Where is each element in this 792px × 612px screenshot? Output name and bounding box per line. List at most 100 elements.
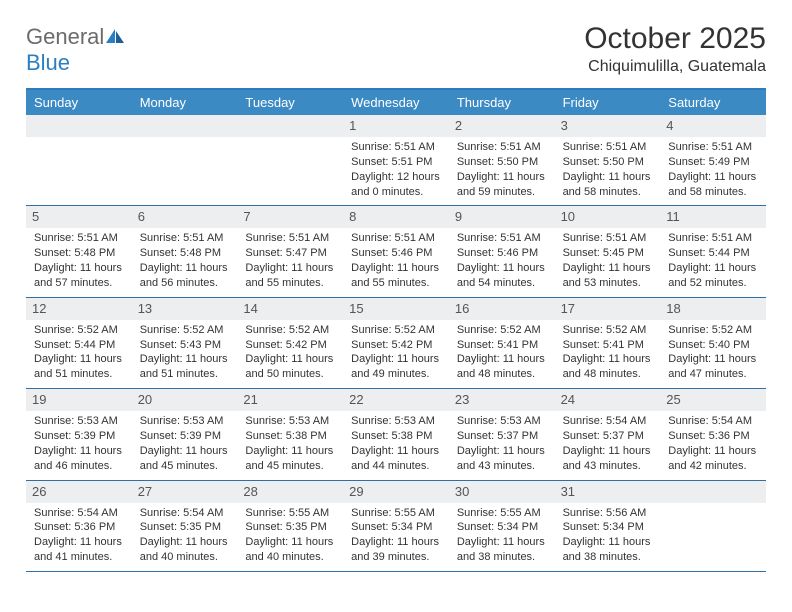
- daynum-row: 18: [660, 298, 766, 320]
- daynum-row: 5: [26, 206, 132, 228]
- daynum-row: 27: [132, 481, 238, 503]
- day-number: 22: [349, 392, 363, 407]
- day-cell: 29Sunrise: 5:55 AMSunset: 5:34 PMDayligh…: [343, 481, 449, 571]
- day-cell: 5Sunrise: 5:51 AMSunset: 5:48 PMDaylight…: [26, 206, 132, 296]
- day-number: 2: [455, 118, 462, 133]
- header: GeneralBlue October 2025 Chiquimulilla, …: [26, 22, 766, 76]
- daynum-row: 12: [26, 298, 132, 320]
- day-cell: 18Sunrise: 5:52 AMSunset: 5:40 PMDayligh…: [660, 298, 766, 388]
- day-number: 21: [243, 392, 257, 407]
- day-details: Sunrise: 5:53 AMSunset: 5:38 PMDaylight:…: [241, 413, 339, 473]
- daynum-row: 13: [132, 298, 238, 320]
- logo-word-general: General: [26, 24, 104, 49]
- location: Chiquimulilla, Guatemala: [584, 58, 766, 76]
- day-details: Sunrise: 5:53 AMSunset: 5:39 PMDaylight:…: [30, 413, 128, 473]
- daynum-row: 22: [343, 389, 449, 411]
- daynum-row: 8: [343, 206, 449, 228]
- week-row: 12Sunrise: 5:52 AMSunset: 5:44 PMDayligh…: [26, 298, 766, 389]
- day-details: Sunrise: 5:55 AMSunset: 5:34 PMDaylight:…: [453, 505, 551, 565]
- daynum-row: 29: [343, 481, 449, 503]
- day-details: Sunrise: 5:54 AMSunset: 5:35 PMDaylight:…: [136, 505, 234, 565]
- daynum-row: 1: [343, 115, 449, 137]
- day-number: 1: [349, 118, 356, 133]
- day-details: Sunrise: 5:54 AMSunset: 5:37 PMDaylight:…: [559, 413, 657, 473]
- day-number: 30: [455, 484, 469, 499]
- day-header-friday: Friday: [555, 90, 661, 115]
- day-cell: 31 Sunrise: 5:56 AMSunset: 5:34 PMDayligh…: [555, 481, 661, 571]
- day-number: 26: [32, 484, 46, 499]
- day-details: Sunrise: 5:51 AMSunset: 5:49 PMDaylight:…: [664, 139, 762, 199]
- day-number: 16: [455, 301, 469, 316]
- day-details: Sunrise: 5:53 AMSunset: 5:37 PMDaylight:…: [453, 413, 551, 473]
- calendar: Sunday Monday Tuesday Wednesday Thursday…: [26, 88, 766, 572]
- title-block: October 2025 Chiquimulilla, Guatemala: [584, 22, 766, 76]
- day-cell: 3Sunrise: 5:51 AMSunset: 5:50 PMDaylight…: [555, 115, 661, 205]
- day-cell: 15Sunrise: 5:52 AMSunset: 5:42 PMDayligh…: [343, 298, 449, 388]
- daynum-row: 4: [660, 115, 766, 137]
- daynum-row: [132, 115, 238, 137]
- day-number: 13: [138, 301, 152, 316]
- daynum-row: 25: [660, 389, 766, 411]
- day-details: Sunrise: 5:51 AMSunset: 5:46 PMDaylight:…: [347, 230, 445, 290]
- daynum-row: 6: [132, 206, 238, 228]
- day-details: Sunrise: 5:51 AMSunset: 5:47 PMDaylight:…: [241, 230, 339, 290]
- day-details: Sunrise: 5:52 AMSunset: 5:42 PMDaylight:…: [241, 322, 339, 382]
- day-cell: 2Sunrise: 5:51 AMSunset: 5:50 PMDaylight…: [449, 115, 555, 205]
- day-cell: 23 Sunrise: 5:53 AMSunset: 5:37 PMDayligh…: [449, 389, 555, 479]
- day-number: 31: [561, 484, 575, 499]
- daynum-row: 31: [555, 481, 661, 503]
- logo-text: GeneralBlue: [26, 24, 125, 76]
- day-details: Sunrise: 5:51 AMSunset: 5:46 PMDaylight:…: [453, 230, 551, 290]
- daynum-row: 14: [237, 298, 343, 320]
- daynum-row: 26: [26, 481, 132, 503]
- day-number: [666, 484, 670, 499]
- day-details: Sunrise: 5:51 AMSunset: 5:50 PMDaylight:…: [559, 139, 657, 199]
- daynum-row: 16: [449, 298, 555, 320]
- day-cell: 26Sunrise: 5:54 AMSunset: 5:36 PMDayligh…: [26, 481, 132, 571]
- day-number: [138, 118, 142, 133]
- month-title: October 2025: [584, 22, 766, 56]
- day-number: 11: [666, 209, 680, 224]
- daynum-row: [26, 115, 132, 137]
- day-details: Sunrise: 5:54 AMSunset: 5:36 PMDaylight:…: [664, 413, 762, 473]
- day-number: 6: [138, 209, 145, 224]
- week-row: 5 Sunrise: 5:51 AMSunset: 5:48 PMDaylight…: [26, 206, 766, 297]
- day-cell: [660, 481, 766, 571]
- day-cell: 25 Sunrise: 5:54 AMSunset: 5:36 PMDayligh…: [660, 389, 766, 479]
- daynum-row: [660, 481, 766, 503]
- day-number: 4: [666, 118, 673, 133]
- daynum-row: 23: [449, 389, 555, 411]
- day-number: 23: [455, 392, 469, 407]
- day-details: Sunrise: 5:52 AMSunset: 5:41 PMDaylight:…: [453, 322, 551, 382]
- day-cell: 8Sunrise: 5:51 AMSunset: 5:46 PMDaylight…: [343, 206, 449, 296]
- day-number: 5: [32, 209, 39, 224]
- day-cell: 21 Sunrise: 5:53 AMSunset: 5:38 PMDayligh…: [237, 389, 343, 479]
- day-number: 18: [666, 301, 680, 316]
- daynum-row: 15: [343, 298, 449, 320]
- daynum-row: 10: [555, 206, 661, 228]
- day-cell: 22Sunrise: 5:53 AMSunset: 5:38 PMDayligh…: [343, 389, 449, 479]
- day-details: Sunrise: 5:56 AMSunset: 5:34 PMDaylight:…: [559, 505, 657, 565]
- day-number: 19: [32, 392, 46, 407]
- day-cell: 10Sunrise: 5:51 AMSunset: 5:45 PMDayligh…: [555, 206, 661, 296]
- day-details: Sunrise: 5:53 AMSunset: 5:39 PMDaylight:…: [136, 413, 234, 473]
- day-details: Sunrise: 5:52 AMSunset: 5:41 PMDaylight:…: [559, 322, 657, 382]
- day-cell: 20Sunrise: 5:53 AMSunset: 5:39 PMDayligh…: [132, 389, 238, 479]
- day-header-saturday: Saturday: [660, 90, 766, 115]
- day-cell: 17Sunrise: 5:52 AMSunset: 5:41 PMDayligh…: [555, 298, 661, 388]
- day-header-tuesday: Tuesday: [237, 90, 343, 115]
- day-details: Sunrise: 5:52 AMSunset: 5:42 PMDaylight:…: [347, 322, 445, 382]
- day-details: Sunrise: 5:51 AMSunset: 5:48 PMDaylight:…: [136, 230, 234, 290]
- day-cell: 7Sunrise: 5:51 AMSunset: 5:47 PMDaylight…: [237, 206, 343, 296]
- day-number: 25: [666, 392, 680, 407]
- day-number: [243, 118, 247, 133]
- logo-word-blue: Blue: [26, 50, 70, 75]
- weeks-container: 1Sunrise: 5:51 AMSunset: 5:51 PMDaylight…: [26, 115, 766, 572]
- day-cell: 24Sunrise: 5:54 AMSunset: 5:37 PMDayligh…: [555, 389, 661, 479]
- week-row: 19 Sunrise: 5:53 AMSunset: 5:39 PMDayligh…: [26, 389, 766, 480]
- day-cell: 16 Sunrise: 5:52 AMSunset: 5:41 PMDayligh…: [449, 298, 555, 388]
- daynum-row: 24: [555, 389, 661, 411]
- day-header-row: Sunday Monday Tuesday Wednesday Thursday…: [26, 90, 766, 115]
- daynum-row: 30: [449, 481, 555, 503]
- daynum-row: 20: [132, 389, 238, 411]
